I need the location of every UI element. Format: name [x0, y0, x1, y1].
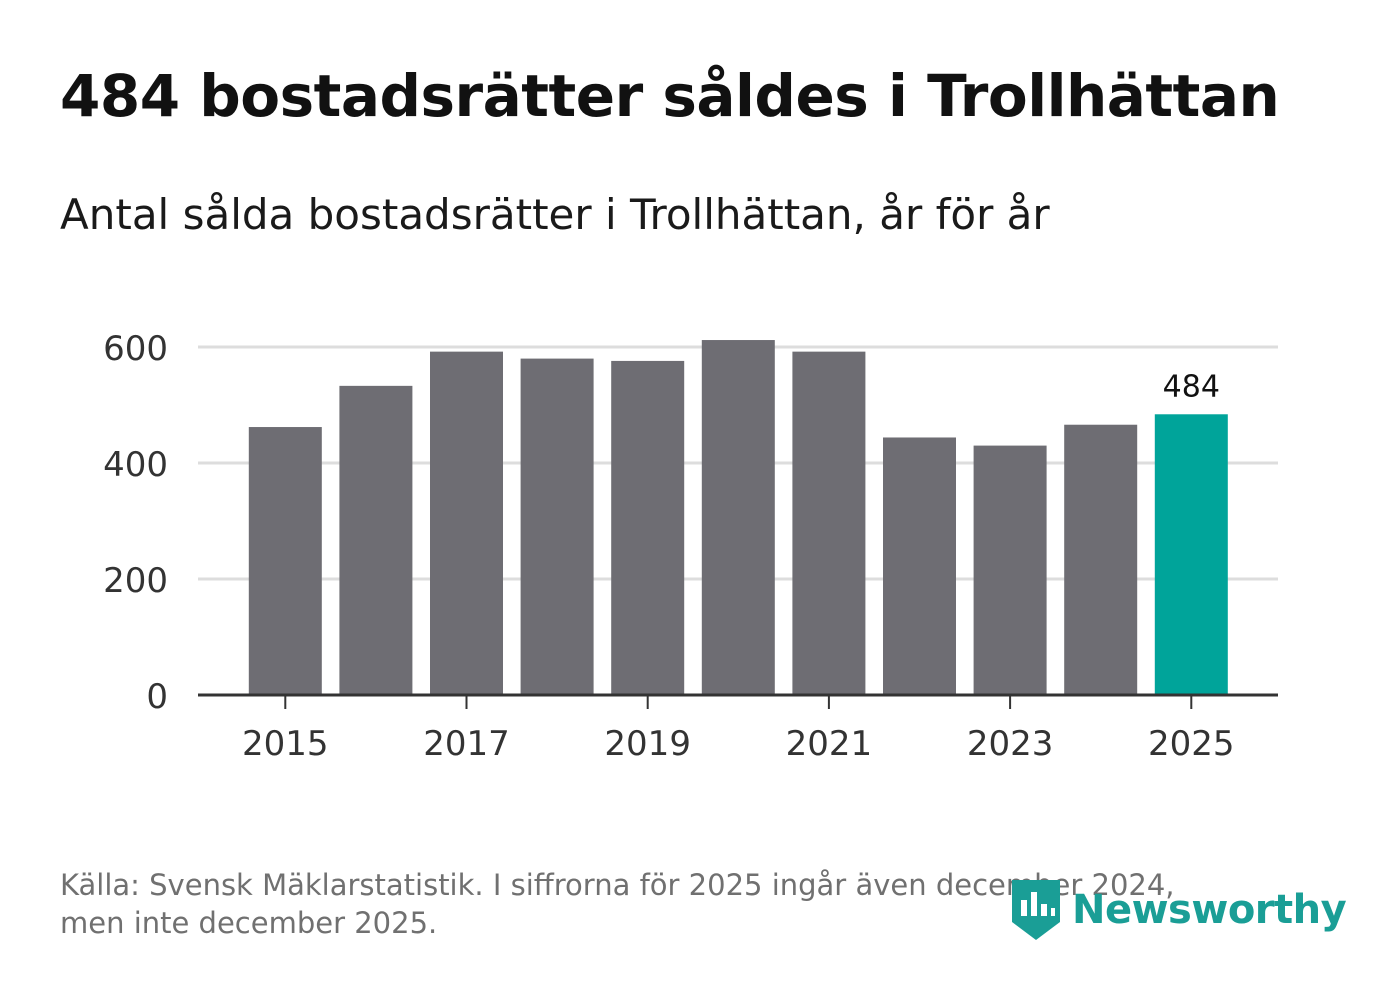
bar-2020	[701, 340, 775, 695]
bar-2019	[611, 360, 685, 695]
bar-2021	[792, 351, 866, 695]
bar-2024	[1064, 424, 1138, 695]
bar-2025	[1154, 414, 1228, 695]
bar-2018	[520, 358, 594, 695]
x-tick-label: 2015	[242, 724, 329, 764]
data-label: 484	[1163, 369, 1220, 404]
bar-2015	[248, 427, 322, 695]
x-tick-label: 2023	[967, 724, 1054, 764]
logo-text: Newsworthy	[1072, 887, 1347, 933]
x-tick-label: 2017	[423, 724, 510, 764]
y-tick-label: 0	[146, 677, 168, 717]
newsworthy-bar-chart-icon	[1012, 880, 1060, 940]
chart-title: 484 bostadsrätter såldes i Trollhättan	[60, 62, 1280, 130]
bar-2023	[973, 445, 1047, 695]
source-line-1: Källa: Svensk Mäklarstatistik. I siffror…	[60, 868, 1175, 902]
source-line-2: men inte december 2025.	[60, 906, 438, 940]
bar-2016	[339, 385, 413, 695]
x-tick-label: 2019	[604, 724, 691, 764]
bar-2017	[430, 351, 503, 695]
x-tick-label: 2025	[1148, 724, 1235, 764]
x-tick-label: 2021	[786, 724, 873, 764]
chart-subtitle: Antal sålda bostadsrätter i Trollhättan,…	[60, 190, 1050, 239]
y-tick-label: 200	[103, 561, 168, 601]
source-note: Källa: Svensk Mäklarstatistik. I siffror…	[60, 866, 1260, 942]
y-tick-label: 600	[103, 329, 168, 369]
newsworthy-logo: Newsworthy	[1010, 878, 1347, 942]
y-tick-label: 400	[103, 445, 168, 485]
bar-2022	[883, 437, 956, 695]
